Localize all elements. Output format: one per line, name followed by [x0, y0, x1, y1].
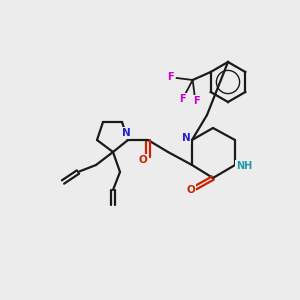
Text: O: O: [139, 155, 147, 165]
Text: N: N: [182, 133, 190, 143]
Text: F: F: [179, 94, 186, 104]
Text: O: O: [187, 185, 195, 195]
Text: F: F: [194, 96, 200, 106]
Text: F: F: [167, 72, 174, 82]
Text: NH: NH: [236, 161, 252, 171]
Text: N: N: [122, 128, 130, 138]
